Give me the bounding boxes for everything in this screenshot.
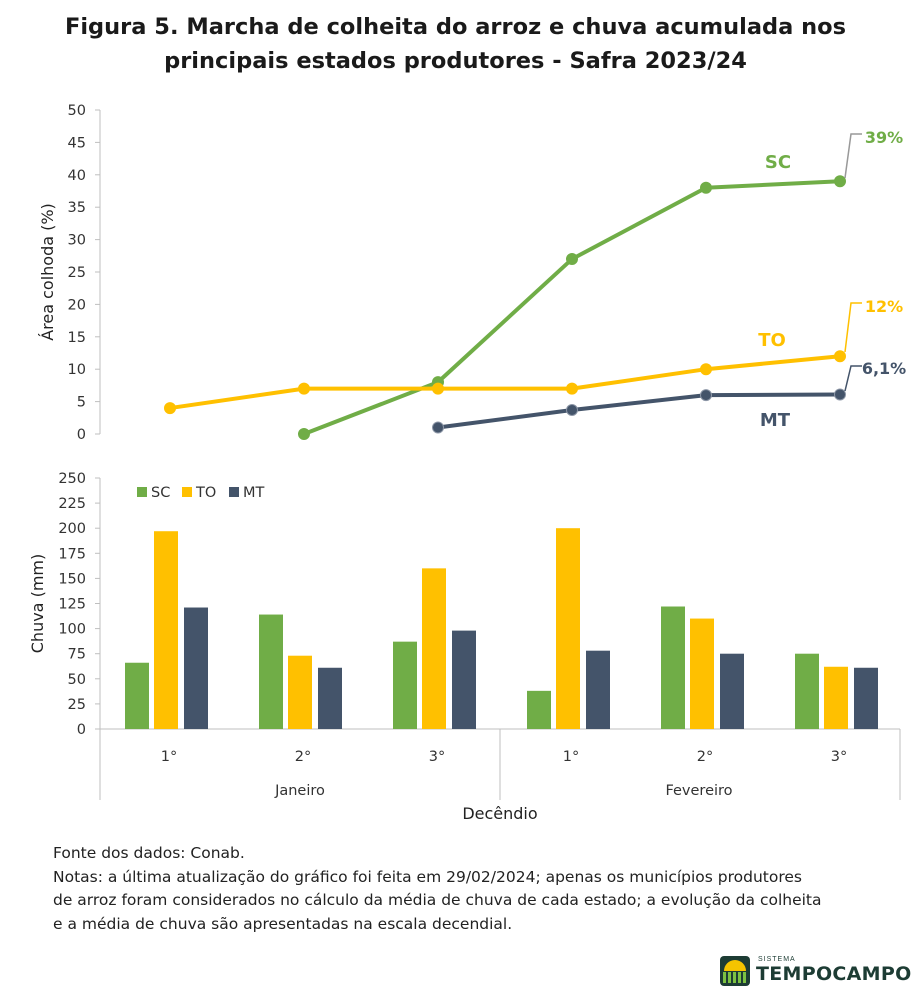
line-series-to [169, 354, 841, 411]
line-point-mt [834, 388, 846, 401]
line-point-sc [834, 175, 846, 188]
end-label-leader-mt [844, 365, 862, 392]
bar-chart-y-tick-label: 225 [58, 496, 86, 512]
x-tick-label: 1° [563, 749, 579, 765]
bar-mt [854, 667, 878, 729]
notes-line-1: Notas: a última atualização do gráfico f… [53, 867, 803, 886]
bar-sc [259, 614, 283, 729]
line-series-label-sc: SC [765, 152, 791, 173]
bar-chart-y-tick-label: 50 [68, 672, 86, 688]
line-point-mt [700, 389, 712, 402]
line-chart-y-tick-label: 30 [68, 233, 86, 249]
bar-to [288, 655, 312, 729]
legend-label-sc: SC [151, 485, 170, 501]
line-chart-y-tick-label: 45 [68, 135, 86, 151]
source-note: Fonte dos dados: Conab. [53, 844, 245, 862]
logo-icon [720, 956, 750, 986]
line-chart-y-tick-label: 0 [77, 427, 86, 443]
bar-chart-y-tick-label: 100 [58, 622, 86, 638]
line-point-sc [700, 181, 712, 194]
line-point-sc [298, 428, 310, 440]
bar-sc [795, 653, 819, 729]
bar-chart-y-tick-label: 150 [58, 571, 86, 587]
x-tick-label: 1° [161, 749, 177, 765]
bar-to [422, 568, 446, 729]
line-series-label-to: TO [758, 330, 786, 351]
x-tick-label: 3° [429, 749, 445, 765]
line-point-to [566, 382, 578, 395]
combined-chart: 0 5 10 15 20 25 30 35 40 45 50 Área colhoda (%) SC 39… [28, 103, 906, 823]
line-chart-y-tick-label: 25 [68, 265, 86, 281]
bar-chart-y-tick-label: 0 [77, 722, 86, 738]
line-point-to [700, 363, 712, 376]
notes-line-3: e a média de chuva são apresentadas na e… [53, 914, 513, 933]
line-point-mt [432, 421, 444, 434]
line-chart-y-tick-label: 50 [68, 103, 86, 119]
x-tick-label: 2° [295, 749, 311, 765]
legend-swatch-mt [229, 487, 239, 497]
line-point-sc [566, 253, 578, 266]
line-point-to [432, 382, 444, 395]
bar-sc [661, 606, 685, 729]
line-chart-y-tick-label: 40 [68, 168, 86, 184]
x-tick-label: 3° [831, 749, 847, 765]
bar-chart-y-tick-label: 175 [58, 546, 86, 562]
bar-chart-y-tick-label: 200 [58, 521, 86, 537]
bar-chart-y-tick-label: 125 [58, 597, 86, 613]
bar-chart-y-axis-title: Chuva (mm) [28, 554, 47, 653]
logo-text: TEMPOCAMPO [756, 963, 911, 985]
bar-chart-y-tick-label: 25 [68, 697, 86, 713]
end-label-mt: 6,1% [862, 359, 906, 378]
chart-title-line-1: Figura 5. Marcha de colheita do arroz e … [64, 14, 847, 40]
bar-mt [586, 650, 610, 729]
end-label-leader-to [844, 302, 862, 353]
bar-mt [184, 607, 208, 729]
line-chart-y-tick-label: 20 [68, 297, 86, 313]
line-chart-y-tick-label: 15 [68, 330, 86, 346]
line-series-label-mt: MT [760, 410, 791, 431]
line-series-mt [437, 392, 841, 430]
bar-mt [720, 653, 744, 729]
month-label-janeiro: Janeiro [274, 783, 325, 799]
line-point-to [298, 382, 310, 395]
bar-chart-y-tick-label: 250 [58, 471, 86, 487]
bar-sc [527, 690, 551, 729]
end-label-to: 12% [865, 297, 903, 316]
line-point-to [164, 402, 176, 415]
bar-chart-x-axis-title: Decêndio [462, 804, 537, 823]
bar-mt [318, 667, 342, 729]
end-label-leader-sc [844, 133, 862, 179]
notes: Fonte dos dados: Conab. Notas: a última … [53, 842, 903, 936]
legend-label-to: TO [195, 485, 216, 501]
bar-mt [452, 630, 476, 729]
bar-to [556, 528, 580, 729]
chart-title: Figura 5. Marcha de colheita do arroz e … [0, 10, 911, 78]
bar-to [154, 531, 178, 729]
line-point-mt [566, 404, 578, 417]
line-chart-y-tick-label: 5 [77, 395, 86, 411]
bar-sc [393, 641, 417, 729]
bar-to [824, 666, 848, 729]
bar-to [690, 618, 714, 729]
bar-chart-y-tick-label: 75 [68, 647, 86, 663]
chart-title-line-2: principais estados produtores - Safra 20… [164, 48, 747, 74]
legend-swatch-to [182, 487, 192, 497]
legend-label-mt: MT [243, 485, 265, 501]
notes-line-2: de arroz foram considerados no cálculo d… [53, 891, 822, 909]
tempocampo-logo: SISTEMA TEMPOCAMPO [720, 956, 911, 988]
legend-swatch-sc [137, 487, 147, 497]
line-chart-y-tick-label: 10 [68, 362, 86, 378]
line-chart-y-axis-title: Área colhoda (%) [38, 203, 57, 341]
logo-small-text: SISTEMA [758, 956, 796, 963]
month-label-fevereiro: Fevereiro [665, 783, 732, 799]
line-point-to [834, 350, 846, 363]
bar-sc [125, 662, 149, 729]
x-tick-label: 2° [697, 749, 713, 765]
line-chart-y-tick-label: 35 [68, 200, 86, 216]
end-label-sc: 39% [865, 128, 903, 147]
